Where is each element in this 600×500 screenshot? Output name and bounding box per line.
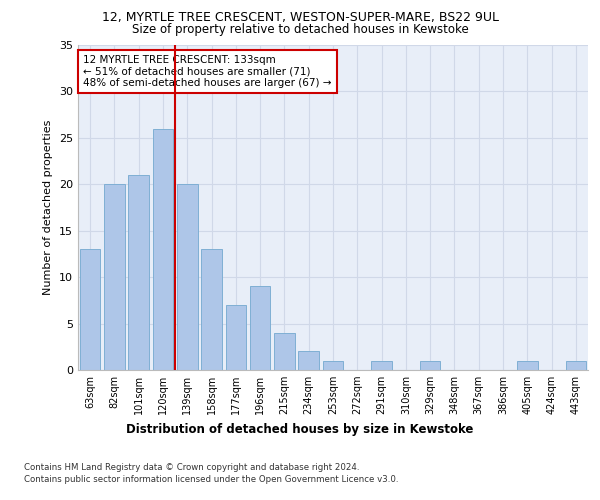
Bar — [80, 250, 100, 370]
Bar — [152, 128, 173, 370]
Bar — [420, 360, 440, 370]
Bar — [371, 360, 392, 370]
Y-axis label: Number of detached properties: Number of detached properties — [43, 120, 53, 295]
Text: 12 MYRTLE TREE CRESCENT: 133sqm
← 51% of detached houses are smaller (71)
48% of: 12 MYRTLE TREE CRESCENT: 133sqm ← 51% of… — [83, 54, 332, 88]
Bar — [201, 250, 222, 370]
Text: Distribution of detached houses by size in Kewstoke: Distribution of detached houses by size … — [127, 422, 473, 436]
Bar — [517, 360, 538, 370]
Bar — [128, 175, 149, 370]
Text: Contains public sector information licensed under the Open Government Licence v3: Contains public sector information licen… — [24, 475, 398, 484]
Bar — [323, 360, 343, 370]
Bar — [226, 305, 246, 370]
Text: 12, MYRTLE TREE CRESCENT, WESTON-SUPER-MARE, BS22 9UL: 12, MYRTLE TREE CRESCENT, WESTON-SUPER-M… — [101, 11, 499, 24]
Bar — [274, 333, 295, 370]
Text: Contains HM Land Registry data © Crown copyright and database right 2024.: Contains HM Land Registry data © Crown c… — [24, 462, 359, 471]
Bar — [177, 184, 197, 370]
Bar — [298, 352, 319, 370]
Bar — [566, 360, 586, 370]
Bar — [104, 184, 125, 370]
Text: Size of property relative to detached houses in Kewstoke: Size of property relative to detached ho… — [131, 22, 469, 36]
Bar — [250, 286, 271, 370]
